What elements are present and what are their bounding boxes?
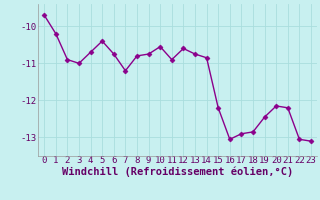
X-axis label: Windchill (Refroidissement éolien,°C): Windchill (Refroidissement éolien,°C) [62, 166, 293, 177]
